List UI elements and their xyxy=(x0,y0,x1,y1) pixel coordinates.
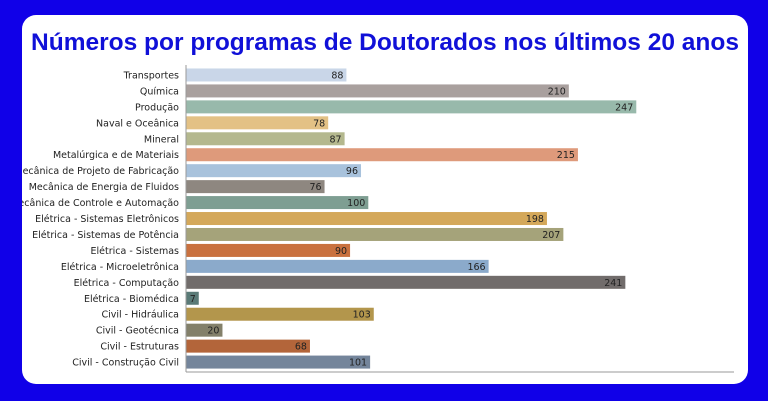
category-label: Civil - Geotécnica xyxy=(96,326,179,337)
category-label: Civil - Hidráulica xyxy=(101,310,179,321)
data-label: 87 xyxy=(330,134,342,145)
data-label: 7 xyxy=(190,294,196,305)
category-label: Mecânica de Projeto de Fabricação xyxy=(22,166,179,177)
bar xyxy=(186,243,351,257)
category-label: Metalúrgica e de Materiais xyxy=(53,150,179,161)
bar xyxy=(186,84,569,98)
data-label: 90 xyxy=(335,246,347,257)
chart-title: Números por programas de Doutorados nos … xyxy=(31,29,739,56)
category-label: Química xyxy=(140,86,179,97)
data-label: 215 xyxy=(557,150,575,161)
category-label: Civil - Construção Civil xyxy=(72,358,179,369)
category-label: Civil - Estruturas xyxy=(100,342,179,353)
bar xyxy=(186,196,369,210)
category-label: Elétrica - Sistemas de Potência xyxy=(32,230,179,241)
bar xyxy=(186,355,371,369)
data-label: 96 xyxy=(346,166,358,177)
data-label: 241 xyxy=(604,278,622,289)
bar xyxy=(186,323,223,337)
bar xyxy=(186,291,199,305)
category-label: Transportes xyxy=(123,70,179,81)
bar xyxy=(186,164,362,178)
data-label: 247 xyxy=(615,102,633,113)
data-label: 68 xyxy=(295,342,307,353)
bar xyxy=(186,275,626,289)
category-label: Elétrica - Sistemas xyxy=(91,246,180,257)
data-label: 76 xyxy=(309,182,321,193)
bar-chart: Transportes 88 Química 210 Produção 247 Naval … xyxy=(22,65,734,373)
bar xyxy=(186,148,578,162)
bar xyxy=(186,180,325,194)
data-label: 207 xyxy=(542,230,560,241)
data-label: 198 xyxy=(526,214,544,225)
category-label: Produção xyxy=(135,102,179,113)
bar xyxy=(186,212,547,226)
data-label: 166 xyxy=(467,262,485,273)
category-label: Elétrica - Biomédica xyxy=(84,294,179,305)
category-label: Naval e Oceânica xyxy=(96,118,179,129)
category-label: Mecânica de Energia de Fluidos xyxy=(29,182,179,193)
bar xyxy=(186,68,347,82)
category-label: Mineral xyxy=(144,134,179,145)
bar xyxy=(186,339,310,353)
bar xyxy=(186,100,637,114)
data-label: 78 xyxy=(313,118,325,129)
data-label: 101 xyxy=(349,358,367,369)
bar xyxy=(186,259,489,273)
bar xyxy=(186,307,374,321)
data-label: 210 xyxy=(548,86,566,97)
chart-panel: Números por programas de Doutorados nos … xyxy=(22,15,748,384)
data-label: 20 xyxy=(207,326,219,337)
bar xyxy=(186,132,345,146)
data-label: 100 xyxy=(347,198,365,209)
data-label: 88 xyxy=(331,70,343,81)
category-label: Elétrica - Sistemas Eletrônicos xyxy=(35,214,179,225)
bar xyxy=(186,116,329,130)
category-label: Elétrica - Computação xyxy=(74,278,180,289)
category-label: Mecânica de Controle e Automação xyxy=(22,198,179,209)
category-label: Elétrica - Microeletrônica xyxy=(61,262,179,273)
data-label: 103 xyxy=(353,310,371,321)
bar xyxy=(186,227,564,241)
